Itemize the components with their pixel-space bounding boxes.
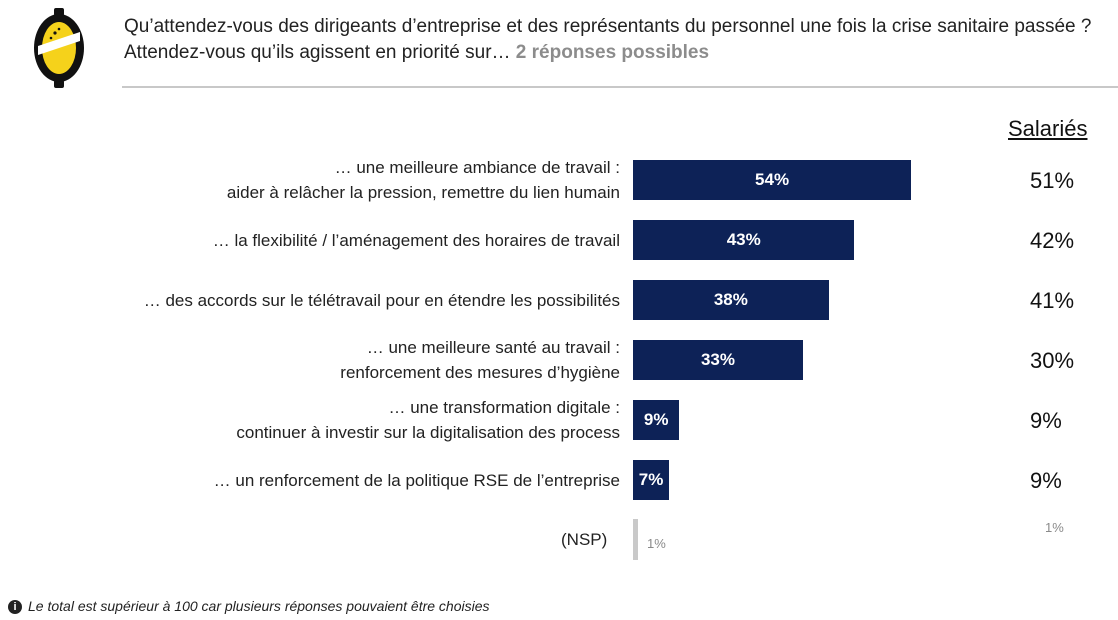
nsp-bar	[633, 519, 638, 560]
data-bar	[633, 340, 803, 380]
question-subtext-main: Attendez-vous qu’ils agissent en priorit…	[124, 42, 511, 63]
category-label: … une transformation digitale : continuer…	[236, 395, 620, 445]
category-label: … un renforcement de la politique RSE de…	[214, 468, 620, 493]
category-label: … des accords sur le télétravail pour en…	[144, 288, 620, 313]
category-label-line: … un renforcement de la politique RSE de…	[213, 470, 620, 490]
bar-value-label: 9%	[643, 410, 669, 429]
question-subtext: Attendez-vous qu’ils agissent en priorit…	[124, 42, 709, 64]
nsp-value-label: 1%	[647, 536, 666, 551]
bar-value-label: 38%	[713, 290, 748, 309]
data-bar	[633, 460, 670, 500]
salaries-value: 9%	[1030, 408, 1062, 433]
header-divider	[122, 86, 1118, 88]
bar-value-label: 33%	[700, 350, 735, 369]
lemon-logo-icon	[34, 8, 84, 88]
nsp-label: (NSP)	[561, 530, 608, 549]
bar-value-label: 54%	[755, 170, 790, 189]
category-label-line: … une meilleure ambiance de travail :	[334, 158, 620, 177]
data-bar	[633, 220, 855, 260]
info-icon: i	[8, 600, 22, 614]
salaries-value: 51%	[1030, 168, 1075, 193]
category-label-line: … une transformation digitale :	[388, 398, 620, 417]
column-header-salaries: Salariés	[1008, 116, 1088, 141]
nsp-salaries-value: 1%	[1045, 520, 1064, 535]
category-label: … une meilleure ambiance de travail : aid…	[227, 155, 620, 205]
data-bar	[633, 160, 912, 200]
data-bar	[633, 400, 680, 440]
category-label: … la flexibilité / l’aménagement des hor…	[213, 228, 620, 253]
salaries-value: 41%	[1030, 288, 1075, 313]
salaries-value: 30%	[1030, 348, 1075, 373]
footnote-text: Le total est supérieur à 100 car plusieu…	[28, 598, 490, 614]
salaries-value: 42%	[1030, 228, 1075, 253]
category-label-line: … la flexibilité / l’aménagement des hor…	[212, 230, 620, 250]
category-label-line: aider à relâcher la pression, remettre d…	[226, 183, 620, 202]
category-label-line: … une meilleure santé au travail :	[366, 338, 620, 357]
bar-value-label: 7%	[638, 470, 664, 489]
bar-value-label: 43%	[726, 230, 761, 249]
footnote: i Le total est supérieur à 100 car plusie…	[8, 598, 490, 614]
question-text: Qu’attendez-vous des dirigeants d’entrep…	[124, 16, 1092, 37]
category-label-line: renforcement des mesures d’hygiène	[340, 363, 620, 382]
salaries-value: 9%	[1030, 468, 1062, 493]
category-label: … une meilleure santé au travail : renfor…	[340, 335, 620, 385]
question-hint: 2 réponses possibles	[510, 42, 710, 63]
category-label-line: continuer à investir sur la digitalisati…	[236, 423, 620, 442]
data-bar	[633, 280, 829, 320]
category-label-line: … des accords sur le télétravail pour en…	[143, 290, 620, 310]
